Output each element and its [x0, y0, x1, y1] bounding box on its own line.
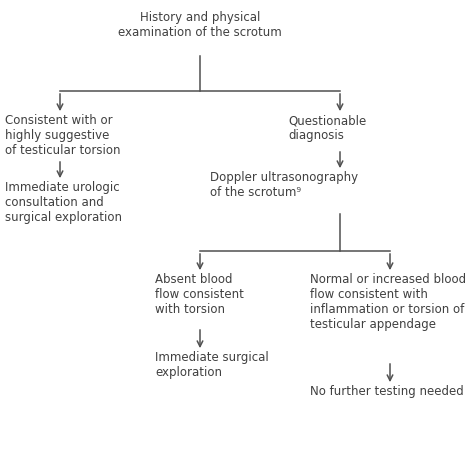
Text: History and physical
examination of the scrotum: History and physical examination of the …	[118, 11, 282, 39]
Text: Questionable
diagnosis: Questionable diagnosis	[288, 114, 366, 142]
Text: Absent blood
flow consistent
with torsion: Absent blood flow consistent with torsio…	[155, 273, 244, 316]
Text: No further testing needed: No further testing needed	[310, 385, 464, 398]
Text: Doppler ultrasonography
of the scrotum⁹: Doppler ultrasonography of the scrotum⁹	[210, 171, 358, 199]
Text: Immediate urologic
consultation and
surgical exploration: Immediate urologic consultation and surg…	[5, 181, 122, 224]
Text: Immediate surgical
exploration: Immediate surgical exploration	[155, 351, 269, 379]
Text: Normal or increased blood
flow consistent with
inflammation or torsion of
testic: Normal or increased blood flow consisten…	[310, 273, 466, 331]
Text: Consistent with or
highly suggestive
of testicular torsion: Consistent with or highly suggestive of …	[5, 114, 120, 157]
